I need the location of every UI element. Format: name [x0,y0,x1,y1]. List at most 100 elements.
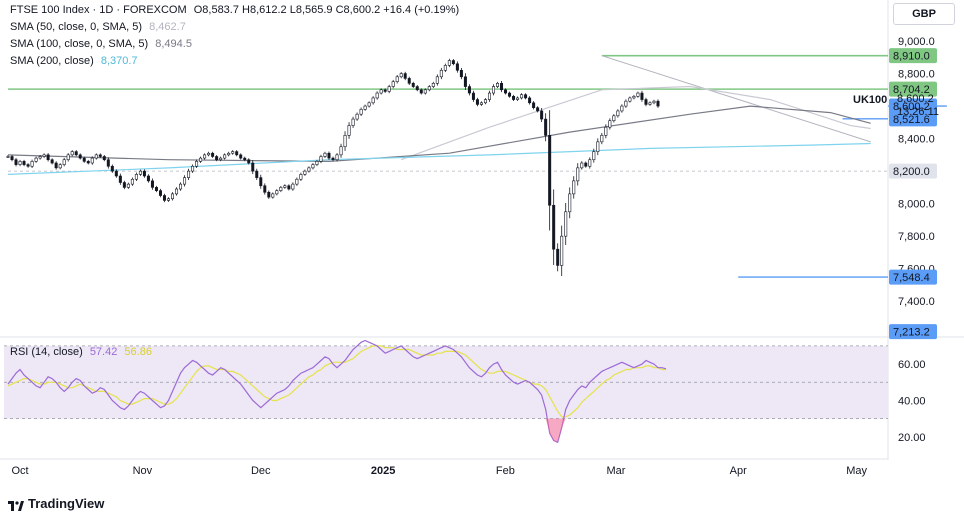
candle-body[interactable] [50,159,54,164]
candle-body[interactable] [536,107,540,112]
candle-body[interactable] [166,198,170,201]
candle-body[interactable] [359,109,363,115]
candle-body[interactable] [34,157,38,162]
candle-body[interactable] [158,190,162,196]
candle-body[interactable] [375,92,379,99]
candle-body[interactable] [648,102,652,105]
candle-body[interactable] [279,187,283,191]
candle-body[interactable] [612,115,616,122]
candle-body[interactable] [227,152,231,156]
candle-body[interactable] [247,159,251,164]
candle-body[interactable] [74,151,78,156]
candle-body[interactable] [223,154,227,159]
candle-body[interactable] [122,182,126,188]
candle-body[interactable] [106,159,110,167]
candle-body[interactable] [171,193,175,200]
candle-body[interactable] [46,154,50,161]
candle-body[interactable] [66,154,70,161]
candle-body[interactable] [307,167,311,172]
candle-body[interactable] [162,195,166,201]
candle-body[interactable] [130,178,134,185]
candle-body[interactable] [383,89,387,92]
candle-body[interactable] [592,151,596,161]
candle-body[interactable] [391,81,395,87]
candle-body[interactable] [496,82,500,87]
candle-body[interactable] [235,151,239,156]
candle-body[interactable] [552,204,556,250]
candle-body[interactable] [564,211,568,237]
candle-body[interactable] [327,152,331,159]
candle-body[interactable] [467,86,471,94]
candle-body[interactable] [291,183,295,190]
candle-body[interactable] [576,167,580,182]
candle-body[interactable] [588,159,592,167]
candle-body[interactable] [239,154,243,159]
candle-body[interactable] [343,135,347,148]
candle-body[interactable] [215,156,219,161]
candle-body[interactable] [451,60,455,65]
candle-body[interactable] [42,154,46,157]
candle-body[interactable] [183,177,187,185]
candle-body[interactable] [347,125,351,136]
candle-body[interactable] [146,175,150,182]
candle-body[interactable] [367,102,371,107]
candle-body[interactable] [483,99,487,104]
candle-body[interactable] [479,102,483,105]
candle-body[interactable] [636,92,640,97]
candle-body[interactable] [94,154,98,159]
sma100-line[interactable] [7,105,871,163]
candle-body[interactable] [263,185,267,193]
candle-body[interactable] [58,164,62,169]
trendline[interactable] [601,55,871,143]
candle-body[interactable] [62,159,66,165]
candle-body[interactable] [363,105,367,110]
candle-body[interactable] [22,161,26,165]
candle-body[interactable] [608,120,612,128]
sma200-legend[interactable]: SMA (200, close) 8,370.7 [10,55,142,67]
candle-body[interactable] [475,99,479,105]
candle-body[interactable] [431,82,435,87]
candle-body[interactable] [516,97,520,100]
candle-body[interactable] [568,193,572,213]
candle-body[interactable] [175,188,179,195]
candle-body[interactable] [471,92,475,100]
candle-body[interactable] [544,118,548,136]
candle-body[interactable] [251,162,255,172]
candle-body[interactable] [303,170,307,175]
candle-body[interactable] [487,92,491,100]
candle-body[interactable] [14,159,18,165]
candle-body[interactable] [54,162,58,169]
candle-body[interactable] [255,170,259,178]
candle-body[interactable] [114,170,118,177]
candle-body[interactable] [596,141,600,152]
candle-body[interactable] [295,178,299,185]
candle-body[interactable] [219,157,223,161]
candle-body[interactable] [656,100,660,107]
candle-body[interactable] [620,105,624,112]
candle-body[interactable] [10,156,14,161]
candle-body[interactable] [82,157,86,162]
candle-body[interactable] [504,89,508,94]
candle-body[interactable] [355,113,359,120]
candle-body[interactable] [395,76,399,82]
candle-body[interactable] [407,78,411,84]
candle-body[interactable] [259,177,263,187]
candle-body[interactable] [640,92,644,100]
candle-body[interactable] [524,94,528,99]
candle-body[interactable] [110,165,114,172]
candle-body[interactable] [187,170,191,178]
candle-body[interactable] [30,161,34,167]
candle-body[interactable] [335,154,339,161]
candle-body[interactable] [118,175,122,183]
candle-body[interactable] [644,99,648,105]
candle-body[interactable] [652,100,656,104]
candle-body[interactable] [628,97,632,102]
candle-body[interactable] [126,183,130,188]
candle-body[interactable] [463,76,467,87]
candle-body[interactable] [98,154,102,157]
candle-body[interactable] [439,69,443,78]
candle-body[interactable] [560,235,564,266]
candle-body[interactable] [18,161,22,165]
candle-body[interactable] [528,97,532,104]
